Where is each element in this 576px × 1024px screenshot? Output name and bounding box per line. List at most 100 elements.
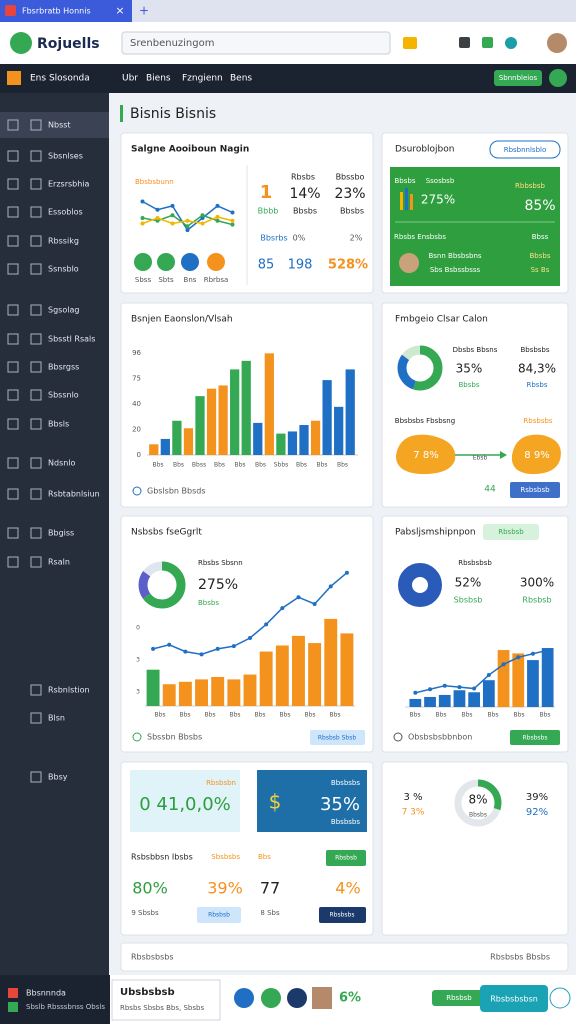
bottom-icon[interactable]	[261, 988, 281, 1008]
point	[140, 199, 145, 204]
button-label[interactable]: Rbsbsbs	[523, 735, 548, 742]
bottom-icon[interactable]	[234, 988, 254, 1008]
button-label[interactable]: Rsbsbsb	[520, 486, 550, 494]
bottom-subtitle: Rbsbs Sbsbs Bbs, Sbsbs	[120, 1004, 204, 1012]
card-button[interactable]	[489, 140, 561, 159]
stat: 275%	[198, 577, 238, 593]
card-title: Fmbgeio Clsar Calon	[395, 315, 488, 325]
card-button[interactable]	[197, 907, 241, 923]
menu-item[interactable]: Bens	[230, 74, 252, 84]
side-icon	[30, 457, 42, 469]
bar	[324, 618, 338, 706]
bar	[253, 422, 263, 455]
nav-item[interactable]: Sbssnlo	[48, 391, 79, 400]
bottom-icon[interactable]	[549, 987, 571, 1009]
nav-item[interactable]: Sbsnlses	[48, 152, 83, 161]
footer-link[interactable]: Rbsbsbs Bbsbs	[490, 953, 550, 962]
nav-item[interactable]: Rsbnlstion	[48, 686, 90, 695]
card-button[interactable]	[319, 907, 366, 923]
card-button[interactable]	[510, 730, 560, 745]
x-label: Bbs	[435, 712, 446, 719]
bar	[409, 698, 422, 707]
menu-item[interactable]: Biens	[146, 74, 171, 84]
user-avatar[interactable]	[547, 33, 567, 53]
bottom-icon[interactable]	[287, 988, 307, 1008]
stat: Dbsbs Bbsns	[453, 346, 498, 354]
blob	[511, 434, 561, 475]
bottom-button[interactable]	[432, 990, 487, 1006]
icon-circle	[181, 253, 199, 271]
stat: Sbsbsb	[454, 596, 483, 605]
button-label[interactable]: Rbsbnnlsblo	[504, 146, 547, 154]
toolbar-icon[interactable]	[403, 37, 417, 49]
bar	[162, 684, 176, 706]
nav-item[interactable]: Bbgiss	[48, 529, 74, 538]
nav-item[interactable]: Essoblos	[48, 208, 83, 217]
pill[interactable]	[483, 524, 539, 540]
header-button[interactable]	[494, 70, 542, 86]
pill-label[interactable]: Rbsbsb	[498, 528, 524, 536]
url-box[interactable]	[121, 31, 391, 55]
point	[185, 228, 190, 233]
menu-item[interactable]: Fzngienn	[182, 74, 223, 84]
button-label[interactable]: Rbsbsb	[208, 912, 230, 919]
card-button[interactable]	[326, 850, 366, 866]
active-tab[interactable]	[0, 0, 132, 22]
button-label[interactable]: Rbsbsb Sbsb	[318, 735, 356, 742]
bottom-stat: 6%	[339, 991, 361, 1006]
nav-item[interactable]: Bbsy	[48, 773, 68, 782]
bar	[195, 396, 205, 455]
toolbar-icon[interactable]	[482, 37, 493, 48]
x-label: Bbs	[229, 712, 240, 719]
stat: Bbss	[532, 233, 549, 241]
point	[215, 214, 220, 219]
header-icon[interactable]	[549, 69, 567, 87]
nav-item[interactable]: Bbsrgss	[48, 363, 79, 372]
menu-item[interactable]: Ubr	[122, 74, 138, 84]
toolbar-icon[interactable]	[459, 37, 470, 48]
point	[428, 687, 433, 692]
bar	[482, 680, 495, 707]
y-label: 0	[137, 451, 141, 459]
stat: 85%	[524, 198, 555, 214]
card-title: Pabsljsmshipnpon	[395, 528, 476, 538]
stat: 84,3%	[518, 362, 556, 376]
toolbar-icon[interactable]	[505, 37, 517, 49]
tab-title[interactable]: Fbsrbratb Honnis	[22, 7, 91, 16]
button-label[interactable]: Sbnnbleios	[499, 74, 538, 82]
button-label[interactable]: Rbsbsbsbsn	[490, 995, 538, 1004]
point	[200, 216, 205, 220]
nav-item[interactable]: Sgsolag	[48, 306, 79, 315]
nav-item[interactable]: Nbsst	[48, 121, 71, 130]
x-label: Bbs	[513, 712, 524, 719]
side-icon	[7, 206, 19, 218]
card	[381, 302, 569, 508]
nav-item[interactable]: Blsn	[48, 714, 65, 723]
nav-item[interactable]: Ssnsblo	[48, 265, 79, 274]
side-icon	[30, 333, 42, 345]
icon-label: Sbts	[158, 276, 174, 284]
stat: Ss Bs	[531, 266, 550, 274]
nav-item[interactable]: Rsbtabnlsiun	[48, 490, 100, 499]
tab-close[interactable]: ×	[115, 4, 124, 17]
nav-item[interactable]: Rsaln	[48, 558, 70, 567]
side-icon	[7, 457, 19, 469]
bar	[527, 660, 539, 707]
button-label[interactable]: Rbsbsb	[446, 994, 472, 1002]
button-label[interactable]: Rbsbsbs	[330, 912, 355, 919]
footer-icon	[132, 486, 142, 496]
url-text[interactable]: Srenbenuzingom	[130, 38, 214, 49]
card-button[interactable]	[510, 482, 560, 498]
side-icon	[30, 488, 42, 500]
stat: Sbs Bsbssbsss	[430, 266, 481, 274]
nav-item[interactable]: Bbsls	[48, 420, 69, 429]
nav-item[interactable]: Rbssikg	[48, 237, 79, 246]
cta-button[interactable]	[480, 985, 548, 1012]
side-icon	[30, 684, 42, 696]
card-button[interactable]	[310, 730, 365, 745]
button-label[interactable]: Rbsbsb	[335, 855, 357, 862]
nav-item[interactable]: Sbsstl Rsals	[48, 335, 95, 344]
nav-item[interactable]: Ndsnlo	[48, 459, 76, 468]
nav-item[interactable]: Erzsrsbhia	[48, 180, 90, 189]
new-tab[interactable]: +	[139, 4, 149, 18]
